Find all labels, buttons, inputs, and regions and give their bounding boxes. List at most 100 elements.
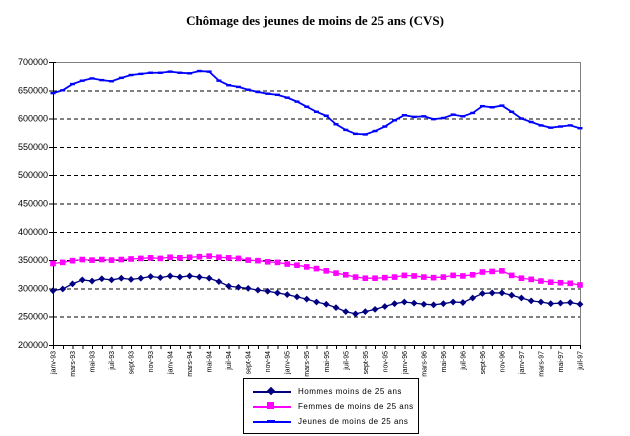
square-marker xyxy=(567,280,574,287)
x-axis-tick-label: mai-95 xyxy=(324,351,331,373)
dash-marker xyxy=(99,78,105,82)
diamond-marker xyxy=(488,289,496,297)
dash-marker xyxy=(460,115,466,118)
series-hommes xyxy=(49,272,584,318)
dash-marker xyxy=(479,104,485,108)
square-marker xyxy=(460,273,466,279)
dash-marker xyxy=(323,114,329,117)
legend-item-jeunes: Jeunes de moins de 25 ans xyxy=(253,414,418,429)
diamond-marker xyxy=(283,291,291,299)
dash-marker xyxy=(528,120,534,124)
dash-marker xyxy=(216,79,222,82)
diamond-marker xyxy=(137,274,145,282)
square-marker xyxy=(323,268,330,274)
dash-marker xyxy=(60,89,66,92)
square-marker xyxy=(225,255,232,261)
legend-item-hommes: Hommes moins de 25 ans xyxy=(253,384,418,399)
dash-marker xyxy=(89,77,95,80)
square-marker xyxy=(89,257,95,263)
diamond-marker xyxy=(313,298,320,306)
dash-marker xyxy=(343,128,349,132)
x-axis-tick-label: mars-96 xyxy=(421,351,428,377)
diamond-marker xyxy=(78,276,86,284)
y-axis-tick-label: 600000 xyxy=(18,114,48,124)
x-axis-tick-label: nov-94 xyxy=(265,351,272,373)
dash-marker xyxy=(470,111,476,115)
gridlines xyxy=(53,90,580,318)
x-axis-labels: janv-93 mars-93 mai-93 juil-93 sept-93 nov-93… xyxy=(51,345,585,377)
dash-marker xyxy=(499,104,505,107)
diamond-marker xyxy=(49,287,57,295)
series-jeunes xyxy=(50,69,583,136)
dash-marker xyxy=(50,91,56,95)
diamond-marker xyxy=(410,299,418,307)
legend-label: Femmes de moins de 25 ans xyxy=(298,401,414,411)
diamond-marker xyxy=(147,273,154,280)
legend-box: Hommes moins de 25 ans Femmes de moins de… xyxy=(243,378,419,434)
dash-marker xyxy=(518,117,524,120)
dash-marker xyxy=(489,106,495,109)
dash-marker xyxy=(255,90,261,94)
dash-marker xyxy=(167,70,173,73)
dash-marker xyxy=(138,72,144,76)
square-marker xyxy=(333,270,339,276)
x-axis-tick-label: sept-96 xyxy=(480,351,487,374)
legend-label: Hommes moins de 25 ans xyxy=(298,386,402,396)
x-axis-tick-label: janv-94 xyxy=(168,351,175,375)
y-axis-tick-label: 550000 xyxy=(18,142,48,152)
square-marker xyxy=(196,253,203,260)
diamond-marker xyxy=(518,294,525,302)
y-axis-tick-label: 450000 xyxy=(18,199,48,209)
diamond-marker xyxy=(449,298,457,306)
square-marker xyxy=(479,269,486,275)
series-femmes xyxy=(50,253,583,288)
dash-marker xyxy=(206,70,212,73)
diamond-marker xyxy=(381,303,389,310)
square-marker xyxy=(186,254,193,261)
dash-marker xyxy=(70,82,76,86)
diamond-marker xyxy=(576,300,584,308)
y-axis-tick-label: 200000 xyxy=(18,340,48,350)
dash-marker xyxy=(226,84,232,87)
square-marker xyxy=(382,274,388,281)
diamond-marker xyxy=(547,300,555,308)
diamond-marker xyxy=(439,300,447,308)
y-axis-tick-label: 500000 xyxy=(18,170,48,180)
dash-marker xyxy=(392,119,398,122)
dash-marker xyxy=(265,92,271,95)
square-marker xyxy=(303,264,310,270)
square-marker xyxy=(391,274,398,280)
x-axis-tick-label: juil-93 xyxy=(109,351,116,371)
diamond-marker xyxy=(205,274,213,282)
diamond-marker xyxy=(303,295,311,303)
dash-marker xyxy=(118,76,124,80)
diamond-marker xyxy=(274,289,281,297)
dash-marker xyxy=(177,71,183,74)
square-marker xyxy=(206,253,212,259)
x-axis-tick-label: juil-94 xyxy=(226,351,233,371)
dash-marker xyxy=(431,117,437,121)
x-axis-tick-label: mai-97 xyxy=(558,351,565,373)
dash-marker xyxy=(274,93,280,97)
square-marker xyxy=(128,256,134,262)
square-marker xyxy=(284,261,291,267)
dash-marker xyxy=(128,73,134,77)
plot-border xyxy=(49,62,581,346)
x-axis-tick-label: juil-95 xyxy=(343,351,350,371)
square-marker xyxy=(79,256,86,263)
square-marker xyxy=(108,257,115,263)
dash-marker xyxy=(567,124,573,127)
dash-marker xyxy=(304,105,310,108)
square-marker xyxy=(557,279,564,286)
x-axis-tick-label: janv-95 xyxy=(285,351,292,375)
dash-marker xyxy=(245,88,251,91)
square-marker xyxy=(59,259,66,266)
y-axis-tick-label: 350000 xyxy=(18,255,48,265)
x-axis-tick-label: sept-93 xyxy=(129,351,136,374)
diamond-marker xyxy=(186,272,194,280)
dash-marker xyxy=(79,79,85,82)
diamond-marker xyxy=(498,289,506,297)
x-axis-tick-label: nov-96 xyxy=(499,351,506,373)
dash-marker xyxy=(362,133,368,136)
diamond-marker xyxy=(235,283,242,291)
